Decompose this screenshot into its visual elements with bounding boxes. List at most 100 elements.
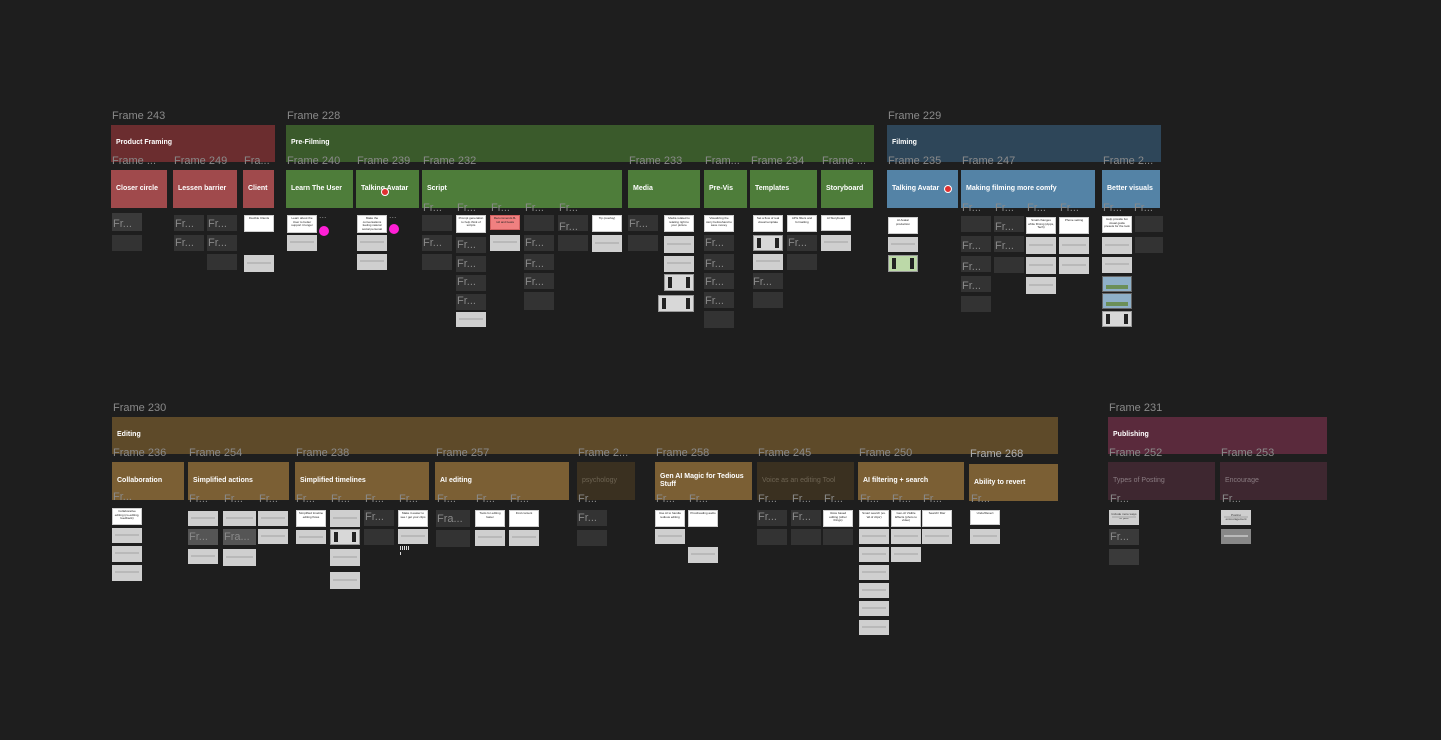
frame-stub[interactable]: Fr...: [559, 202, 578, 214]
column-label[interactable]: Fram...: [705, 155, 740, 167]
card-placeholder[interactable]: [787, 254, 817, 270]
card-placeholder[interactable]: [207, 254, 237, 270]
column-types-of-posting[interactable]: Types of Posting: [1108, 462, 1215, 500]
frame-stub[interactable]: Fr...: [1222, 493, 1241, 505]
card-thumbnail[interactable]: [258, 511, 288, 526]
card-thumbnail[interactable]: [821, 235, 851, 251]
card-thumbnail[interactable]: [1221, 529, 1251, 544]
column-label[interactable]: Frame 254: [189, 447, 243, 459]
frame-stub[interactable]: Fr...: [296, 493, 315, 505]
frame-stub[interactable]: Fr...: [923, 493, 942, 505]
card-placeholder[interactable]: [524, 292, 554, 310]
card-thumbnail[interactable]: [859, 565, 889, 580]
frame-stub[interactable]: Fr...: [578, 493, 597, 505]
frame-stub[interactable]: Fr...: [224, 493, 243, 505]
frame-stub[interactable]: Fr...: [705, 237, 724, 249]
sticky-note[interactable]: Undo/Revert: [970, 510, 1000, 525]
column-label[interactable]: Frame 238: [296, 447, 350, 459]
sticky-note[interactable]: Tools for editing faster: [475, 510, 505, 527]
column-learn-the-user[interactable]: Learn The User: [286, 170, 353, 208]
sticky-note[interactable]: Set a flow of real visual template: [753, 215, 783, 232]
card-thumbnail[interactable]: [970, 529, 1000, 544]
frame-stub[interactable]: Fr...: [423, 202, 442, 214]
frame-stub[interactable]: Fr...: [578, 512, 597, 524]
card-placeholder[interactable]: [456, 294, 486, 310]
card-placeholder[interactable]: [704, 292, 734, 308]
card-thumbnail[interactable]: [398, 529, 428, 544]
card-placeholder[interactable]: [628, 235, 658, 251]
card-thumbnail[interactable]: [664, 236, 694, 253]
frame-filming[interactable]: Filming: [887, 125, 1161, 162]
card-placeholder[interactable]: [1109, 549, 1139, 565]
card-thumbnail[interactable]: [859, 620, 889, 635]
frame-stub[interactable]: Fr...: [995, 240, 1014, 252]
card-placeholder[interactable]: [704, 311, 734, 328]
card-placeholder[interactable]: [436, 510, 470, 527]
column-ai-filtering-search[interactable]: AI filtering + search: [858, 462, 964, 500]
card-placeholder[interactable]: [207, 235, 237, 251]
card-placeholder[interactable]: [456, 256, 486, 272]
card-thumbnail[interactable]: [258, 529, 288, 544]
card-thumbnail[interactable]: [1026, 257, 1056, 274]
card-placeholder[interactable]: [704, 254, 734, 270]
column-label[interactable]: Frame 232: [423, 155, 477, 167]
card-placeholder[interactable]: [436, 530, 470, 547]
frame-stub[interactable]: Fr...: [995, 202, 1014, 214]
card-placeholder[interactable]: [994, 257, 1024, 273]
sticky-note-faded[interactable]: Posting encouragement: [1221, 510, 1251, 525]
frame-stub[interactable]: Fr...: [525, 202, 544, 214]
frame-stub[interactable]: Fr...: [423, 237, 442, 249]
card-placeholder[interactable]: [456, 237, 486, 253]
card-placeholder[interactable]: [577, 510, 607, 526]
sticky-note-highlight[interactable]: Recommends B-roll and beats: [490, 215, 520, 230]
column-label[interactable]: Frame 240: [287, 155, 341, 167]
card-thumbnail[interactable]: [859, 529, 889, 544]
card-placeholder[interactable]: [961, 216, 991, 232]
card-placeholder[interactable]: [704, 273, 734, 289]
frame-stub[interactable]: Fr...: [559, 221, 578, 233]
column-encourage[interactable]: Encourage: [1220, 462, 1327, 500]
frame-230-label[interactable]: Frame 230: [113, 402, 167, 414]
card-thumbnail[interactable]: [223, 511, 256, 526]
card-thumbnail[interactable]: [357, 254, 387, 270]
sticky-note[interactable]: Tip (overlay): [592, 215, 622, 232]
sticky-note[interactable]: Visualizing the story beforehand to save…: [704, 215, 734, 232]
sticky-note[interactable]: Prompt generation to help think of scrip…: [456, 215, 486, 233]
frame-stub[interactable]: Fr...: [758, 493, 777, 505]
frame-stub[interactable]: Fr...: [824, 493, 843, 505]
card-thumbnail[interactable]: [592, 235, 622, 252]
column-script[interactable]: Script: [422, 170, 622, 208]
column-gen-ai-magic[interactable]: Gen AI Magic for Tedious Stuff: [655, 462, 752, 500]
column-label[interactable]: Frame 249: [174, 155, 228, 167]
frame-stub[interactable]: Fr...: [962, 240, 981, 252]
card-placeholder[interactable]: [961, 276, 991, 292]
sticky-note[interactable]: Media related to relating right to your …: [664, 215, 694, 232]
frame-pre-filming[interactable]: Pre-Filming: [286, 125, 874, 162]
sticky-note[interactable]: Use AI to handle tedious editing: [655, 510, 685, 527]
card-placeholder[interactable]: [364, 529, 394, 545]
column-label[interactable]: Frame 250: [859, 447, 913, 459]
card-thumbnail[interactable]: [891, 547, 921, 562]
frame-stub[interactable]: Fr...: [792, 493, 811, 505]
column-closer-circle[interactable]: Closer circle: [111, 170, 167, 208]
card-placeholder[interactable]: [558, 235, 588, 251]
card-placeholder[interactable]: [994, 236, 1024, 252]
card-placeholder[interactable]: [188, 529, 218, 545]
card-thumbnail[interactable]: [664, 256, 694, 272]
card-placeholder[interactable]: [704, 235, 734, 251]
card-thumbnail[interactable]: [112, 565, 142, 581]
column-label[interactable]: Frame 245: [758, 447, 812, 459]
column-label[interactable]: Frame 268: [970, 448, 1024, 460]
sticky-note[interactable]: Learn about the User to better support i…: [287, 215, 317, 233]
frame-stub[interactable]: Fr...: [629, 218, 648, 230]
column-label[interactable]: Frame 239: [357, 155, 411, 167]
frame-stub[interactable]: Fr...: [491, 202, 510, 214]
card-thumbnail[interactable]: [475, 530, 505, 546]
sticky-note[interactable]: Collaborative editing (co-editing, feedb…: [112, 508, 142, 525]
frame-stub[interactable]: Fr...: [208, 237, 227, 249]
card-thumbnail[interactable]: [688, 547, 718, 563]
frame-stub[interactable]: Fr...: [962, 280, 981, 292]
frame-stub[interactable]: Fra...: [437, 513, 463, 525]
frame-stub[interactable]: Fr...: [788, 237, 807, 249]
column-pre-vis[interactable]: Pre-Vis: [704, 170, 747, 208]
